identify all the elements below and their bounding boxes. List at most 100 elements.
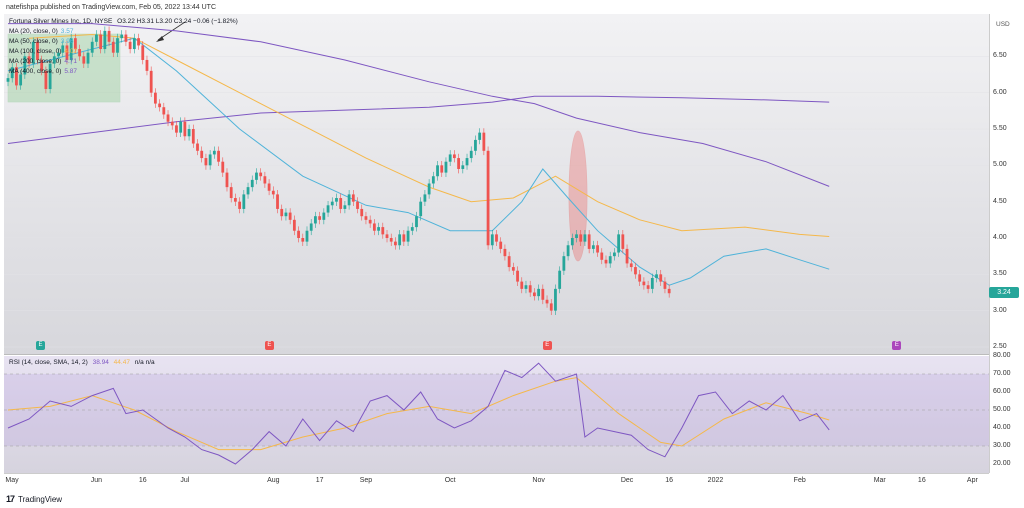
candle-body — [646, 285, 650, 289]
ma-legend-row[interactable]: MA (100, close, 0) 4.02 — [9, 48, 80, 55]
candle-body — [111, 41, 115, 53]
candle-body — [107, 30, 111, 42]
candle-body — [419, 201, 423, 217]
ma-legend-value: 4.71 — [64, 58, 78, 65]
candle-body — [221, 161, 225, 173]
candle-body — [234, 198, 237, 202]
candle-body — [297, 230, 300, 238]
candle-body — [69, 38, 73, 60]
candle-body — [474, 139, 477, 151]
candle-body — [276, 194, 279, 209]
earnings-marker[interactable]: E — [542, 341, 552, 350]
candle-body — [566, 245, 570, 257]
symbol-legend[interactable]: Fortuna Silver Mines Inc, 1D, NYSE O3.22… — [9, 18, 241, 25]
price-tick-label: 6.50 — [993, 52, 1007, 60]
candle-body — [23, 56, 27, 75]
candle-body — [314, 216, 317, 224]
candle-body — [99, 34, 103, 50]
candle-body — [528, 285, 532, 293]
price-tick-label: 5.00 — [993, 161, 1007, 169]
candle-body — [44, 70, 48, 90]
candle-body — [499, 241, 503, 249]
candle-body — [511, 267, 515, 271]
publisher-line: natefishpa published on TradingView.com,… — [6, 4, 217, 11]
candle-body — [663, 281, 667, 289]
candle-body — [638, 274, 642, 282]
candle-body — [90, 41, 94, 53]
time-tick-label: Dec — [620, 477, 634, 484]
candle-body — [520, 281, 524, 289]
ma-legend-value: 5.87 — [64, 68, 78, 75]
candle-body — [495, 234, 498, 242]
candle-body — [448, 154, 452, 162]
candle-body — [242, 194, 246, 209]
price-tick-label: 2.50 — [993, 343, 1007, 350]
candle-body — [322, 212, 326, 220]
rsi-pane — [4, 356, 989, 473]
candle-body — [78, 49, 81, 57]
rsi-tick-label: 70.00 — [993, 370, 1011, 377]
rsi-tick-label: 80.00 — [993, 352, 1011, 359]
price-tick-label: 4.50 — [993, 197, 1007, 205]
candle-body — [166, 114, 170, 122]
rsi-ma-value: 44.47 — [113, 359, 130, 366]
candle-body — [128, 41, 132, 50]
candle-body — [103, 30, 107, 50]
candle-body — [524, 285, 528, 289]
candle-body — [415, 216, 418, 228]
earnings-marker[interactable]: E — [36, 341, 45, 350]
candle-body — [389, 238, 393, 242]
candle-body — [591, 245, 595, 249]
candle-body — [86, 52, 90, 64]
rsi-tick-label: 20.00 — [993, 460, 1011, 467]
candle-body — [343, 205, 347, 209]
candle-body — [82, 56, 86, 64]
time-tick-label: Feb — [793, 477, 806, 484]
ma200-line — [8, 23, 830, 187]
candle-body — [655, 274, 658, 278]
candle-body — [583, 234, 587, 242]
candle-body — [558, 270, 562, 289]
time-tick-label: Jul — [180, 477, 190, 484]
rsi-legend[interactable]: RSI (14, close, SMA, 14, 2) 38.94 44.47 … — [9, 359, 158, 366]
candle-body — [162, 107, 166, 115]
candle-body — [549, 303, 553, 311]
candle-body — [145, 59, 149, 71]
ma-legend-row[interactable]: MA (400, close, 0) 5.87 — [9, 68, 80, 75]
candle-body — [326, 205, 330, 213]
candle-body — [137, 38, 140, 46]
ma-legend-row[interactable]: MA (20, close, 0) 3.57 — [9, 28, 76, 35]
currency-label[interactable]: USD — [996, 21, 1010, 28]
candle-body — [600, 252, 604, 260]
time-tick-label: 17 — [315, 477, 324, 484]
candle-body — [562, 256, 566, 271]
candle-body — [284, 212, 288, 217]
footer[interactable]: 17 TradingView — [6, 494, 62, 504]
time-tick-label: Sep — [359, 477, 373, 484]
ma-legend-row[interactable]: MA (200, close, 0) 4.71 — [9, 58, 80, 65]
candle-body — [537, 288, 541, 297]
candle-body — [554, 288, 557, 311]
ohlc-values: O3.22 H3.31 L3.20 C3.24 −0.06 (−1.82%) — [117, 18, 238, 25]
candle-body — [490, 234, 494, 246]
candle-body — [250, 179, 254, 188]
symbol-name: Fortuna Silver Mines Inc, 1D, NYSE — [9, 18, 113, 25]
candle-body — [381, 227, 385, 235]
price-tick-label: 4.00 — [993, 234, 1007, 241]
candle-body — [575, 234, 578, 238]
time-tick-label: May — [5, 477, 19, 484]
candle-body — [625, 248, 629, 264]
candle-body — [436, 165, 439, 177]
candle-body — [465, 158, 469, 166]
ma-legend-row[interactable]: MA (50, close, 0) 3.96 — [9, 38, 76, 45]
candle-body — [15, 67, 18, 86]
candle-body — [204, 158, 208, 166]
candle-body — [288, 212, 292, 220]
earnings-marker[interactable]: E — [892, 341, 902, 350]
candle-body — [650, 277, 654, 289]
candle-body — [613, 252, 616, 257]
time-tick-label: 2022 — [707, 477, 724, 484]
candle-body — [124, 34, 128, 42]
earnings-marker[interactable]: E — [264, 341, 274, 350]
